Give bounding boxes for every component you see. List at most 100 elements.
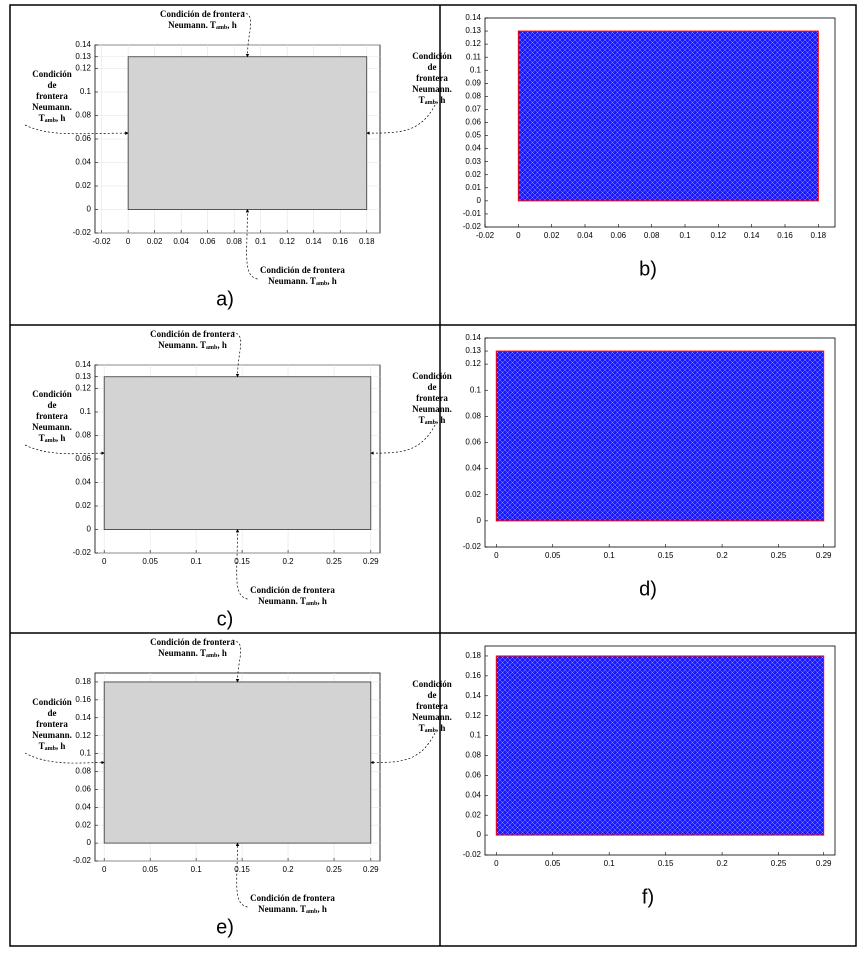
x-tick-label: 0.14	[306, 237, 322, 246]
x-tick-label: 0.02	[147, 237, 163, 246]
x-tick-label: 0.04	[577, 231, 593, 240]
y-tick-label: 0.07	[465, 105, 481, 114]
x-tick-label: 0.16	[777, 231, 793, 240]
x-tick-label: 0.29	[363, 557, 379, 566]
annotation-line: de	[48, 80, 57, 90]
y-tick-label: 0.08	[75, 767, 91, 776]
annotation-suffix: , h	[217, 648, 227, 658]
annotation-subscript: amb	[306, 909, 318, 915]
annotation-line: de	[428, 690, 437, 700]
y-tick-label: 0.12	[75, 64, 91, 73]
y-tick-label: 0.11	[466, 52, 482, 61]
y-tick-label: 0.02	[75, 501, 91, 510]
annotation-line: Condición	[32, 697, 72, 707]
y-tick-label: 0.1	[80, 407, 92, 416]
annotation: Condición de frontera Neumann. Tamb, h	[160, 9, 245, 31]
annotation-line: Neumann.	[412, 84, 452, 94]
annotation-line: Neumann. T	[258, 904, 306, 914]
annotation-line: Neumann.	[412, 712, 452, 722]
annotation: Condición de frontera Neumann. Tamb, h	[150, 637, 235, 659]
annotation-line: T	[39, 433, 45, 443]
annotation-line: Neumann. T	[158, 340, 206, 350]
annotation-line: Neumann. T	[168, 20, 216, 30]
x-tick-label: 0.29	[816, 551, 832, 560]
annotation-line: T	[39, 741, 45, 751]
annotation-line: frontera	[36, 719, 68, 729]
y-tick-label: 0.01	[465, 183, 481, 192]
annotation-line: frontera	[416, 701, 448, 711]
annotation-suffix: , h	[227, 20, 237, 30]
x-tick-label: 0.02	[544, 231, 560, 240]
annotation-line: frontera	[36, 91, 68, 101]
x-tick-label: 0.12	[711, 231, 727, 240]
annotation-suffix: , h	[217, 340, 227, 350]
y-tick-label: 0.13	[465, 26, 481, 35]
y-tick-label: 0.02	[465, 490, 481, 499]
annotation-line: Neumann. T	[158, 648, 206, 658]
annotation-suffix: , h	[436, 415, 446, 425]
y-tick-label: 0.13	[75, 52, 91, 61]
annotation-subscript: amb	[316, 281, 328, 287]
x-tick-label: 0.05	[545, 551, 561, 560]
annotation-suffix: , h	[317, 596, 327, 606]
y-tick-label: 0.04	[75, 802, 91, 811]
y-tick-label: 0.04	[465, 464, 481, 473]
annotation-arrow	[370, 732, 436, 765]
annotation-arrow	[232, 331, 242, 378]
x-tick-label: 0.1	[604, 551, 616, 560]
frame	[9, 4, 857, 947]
annotation: Condición de frontera Neumann. Tamb, h	[32, 389, 72, 444]
annotation-line: T	[419, 723, 425, 733]
x-tick-label: 0	[102, 557, 107, 566]
x-tick-label: 0.14	[744, 231, 760, 240]
annotation-line: T	[419, 95, 425, 105]
x-tick-label: 0.25	[326, 557, 342, 566]
y-tick-label: 0.12	[465, 39, 481, 48]
y-tick-label: 0.04	[465, 790, 481, 799]
annotation-line: de	[428, 62, 437, 72]
annotation-line: de	[48, 708, 57, 718]
annotation: Condición de frontera Neumann. Tamb, h	[32, 697, 72, 752]
annotation: Condición de frontera Neumann. Tamb, h	[150, 329, 235, 351]
y-tick-label: 0.1	[470, 385, 482, 394]
annotation-arrow	[24, 444, 105, 455]
annotation-line: Neumann.	[32, 422, 72, 432]
y-tick-label: 0.02	[465, 170, 481, 179]
y-tick-label: 0.08	[465, 411, 481, 420]
x-tick-label: 0.15	[658, 551, 674, 560]
annotation-line: de	[428, 382, 437, 392]
x-tick-label: -0.02	[476, 231, 495, 240]
panel-label: f)	[642, 886, 654, 908]
domain	[127, 56, 368, 210]
y-tick-label: 0	[87, 525, 92, 534]
annotation-suffix: , h	[317, 904, 327, 914]
panel-label: c)	[217, 608, 234, 630]
panel-label: a)	[216, 288, 234, 310]
annotation-arrow	[232, 639, 242, 683]
x-tick-label: 0.2	[717, 551, 729, 560]
y-tick-label: 0	[87, 205, 92, 214]
y-tick-label: -0.02	[73, 856, 92, 865]
x-tick-label: 0	[126, 237, 131, 246]
annotation-line: Condición de frontera	[260, 265, 345, 275]
x-tick-label: 0.2	[283, 557, 295, 566]
y-tick-label: 0.1	[470, 65, 482, 74]
x-tick-label: 0.05	[142, 865, 158, 874]
x-tick-label: 0.05	[545, 859, 561, 868]
annotation-arrow	[245, 208, 258, 280]
y-tick-label: -0.02	[463, 850, 482, 859]
y-tick-label: 0.06	[465, 770, 481, 779]
x-tick-label: 0.1	[191, 865, 203, 874]
x-tick-label: 0.15	[234, 557, 250, 566]
annotation-suffix: , h	[56, 113, 66, 123]
annotation-suffix: , h	[56, 741, 66, 751]
panel-label: e)	[216, 916, 234, 938]
y-tick-label: 0	[477, 516, 482, 525]
annotation-arrow	[24, 124, 129, 135]
y-tick-label: -0.02	[463, 222, 482, 231]
annotation: Condición de frontera Neumann. Tamb, h	[260, 265, 345, 287]
y-tick-label: 0.03	[465, 157, 481, 166]
y-tick-label: 0.02	[75, 181, 91, 190]
y-tick-label: 0.14	[75, 360, 91, 369]
annotation-arrow	[366, 104, 436, 135]
